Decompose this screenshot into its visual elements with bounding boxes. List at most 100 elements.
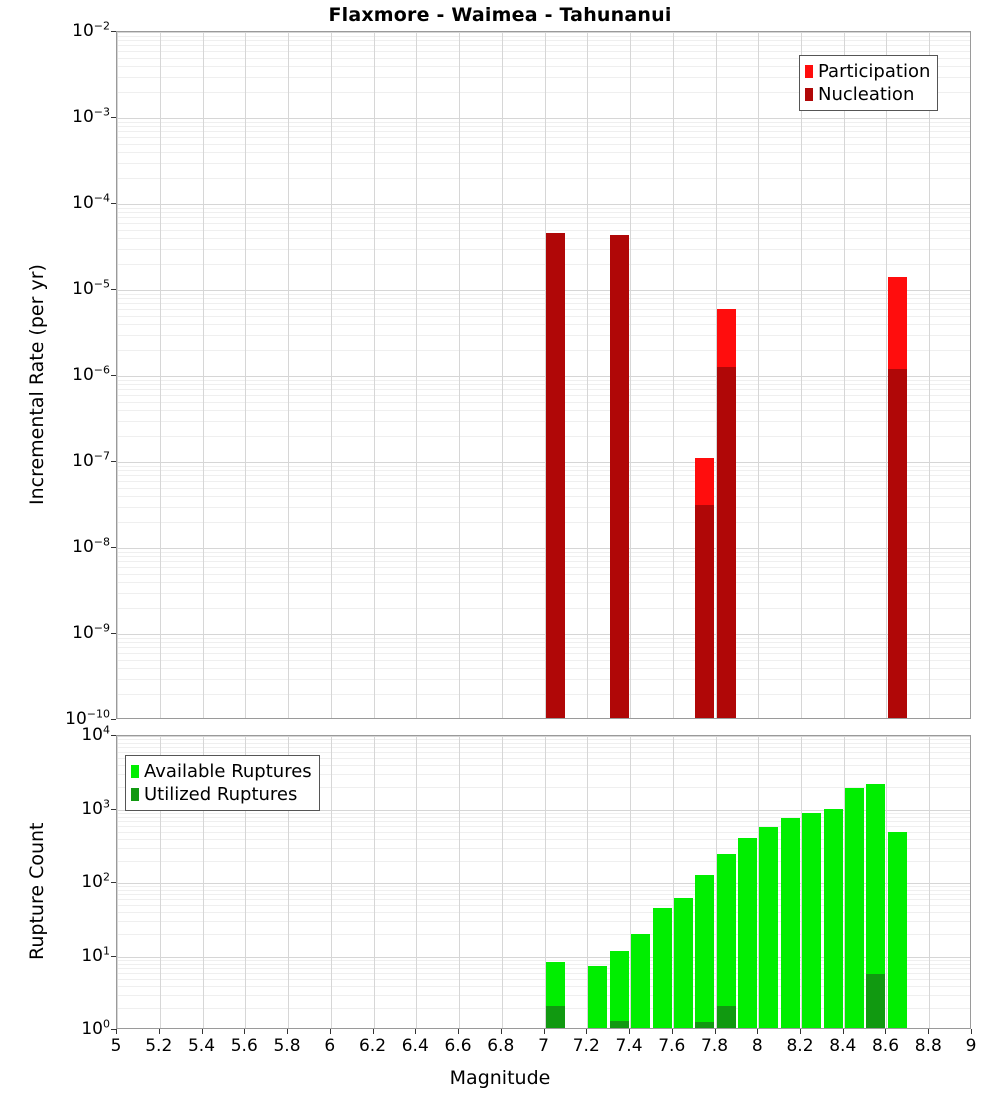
gridline-vertical <box>288 32 289 718</box>
bar-group <box>866 736 885 1028</box>
gridline-minor <box>117 36 970 37</box>
bar-group <box>845 736 864 1028</box>
bar-available <box>631 934 650 1028</box>
y-tick-label: 10−7 <box>72 449 110 471</box>
gridline-minor <box>117 137 970 138</box>
gridline-minor <box>117 208 970 209</box>
x-tick-mark <box>159 1029 160 1034</box>
gridline-minor <box>117 593 970 594</box>
gridline-minor <box>117 894 970 895</box>
gridline-minor <box>117 298 970 299</box>
x-tick-label: 5.4 <box>187 1036 216 1056</box>
page-title: Flaxmore - Waimea - Tahunanui <box>328 4 672 26</box>
gridline-vertical <box>545 32 546 718</box>
bar-group <box>546 32 565 718</box>
gridline-vertical <box>673 736 674 1028</box>
gridline-major <box>117 32 970 33</box>
gridline-minor <box>117 832 970 833</box>
gridline-major <box>117 810 970 811</box>
legend-label: Utilized Ruptures <box>144 783 298 805</box>
gridline-minor <box>117 561 970 562</box>
gridline-minor <box>117 380 970 381</box>
gridline-minor <box>117 66 970 67</box>
gridline-minor <box>117 839 970 840</box>
gridline-minor <box>117 436 970 437</box>
bar-group <box>888 32 907 718</box>
gridline-minor <box>117 77 970 78</box>
bar-available <box>588 966 607 1028</box>
gridline-vertical <box>459 736 460 1028</box>
bar-group <box>695 32 714 718</box>
gridline-vertical <box>716 32 717 718</box>
x-tick-mark <box>757 1029 758 1034</box>
y-tick-label: 10−9 <box>72 621 110 643</box>
legend-item: Available Ruptures <box>131 760 312 783</box>
y-tick-label: 102 <box>81 870 110 892</box>
gridline-minor <box>117 58 970 59</box>
gridline-vertical <box>929 736 930 1028</box>
gridline-vertical <box>673 32 674 718</box>
gridline-vertical <box>288 736 289 1028</box>
x-tick-label: 6.8 <box>487 1036 515 1056</box>
gridline-minor <box>117 861 970 862</box>
gridline-minor <box>117 410 970 411</box>
gridline-minor <box>117 739 970 740</box>
gridline-minor <box>117 294 970 295</box>
bar-nucleation <box>695 505 714 718</box>
gridline-minor <box>117 40 970 41</box>
y-tick-mark <box>111 735 116 736</box>
gridline-major <box>117 957 970 958</box>
x-tick-label: 5 <box>110 1036 122 1056</box>
gridline-minor <box>117 1008 970 1009</box>
gridline-minor <box>117 249 970 250</box>
x-tick-mark <box>843 1029 844 1034</box>
gridline-minor <box>117 230 970 231</box>
gridline-vertical <box>758 32 759 718</box>
gridline-minor <box>117 238 970 239</box>
legend-incremental-rate: Participation Nucleation <box>799 55 939 111</box>
gridline-minor <box>117 660 970 661</box>
bar-available <box>695 875 714 1028</box>
gridline-vertical <box>416 736 417 1028</box>
bar-nucleation <box>546 233 565 718</box>
gridline-minor <box>117 964 970 965</box>
y-tick-mark <box>111 375 116 376</box>
x-tick-mark <box>971 1029 972 1034</box>
x-tick-label: 8 <box>751 1036 763 1056</box>
gridline-vertical <box>160 32 161 718</box>
gridline-minor <box>117 178 970 179</box>
gridline-minor <box>117 475 970 476</box>
y-tick-label: 10−2 <box>72 19 110 41</box>
y-tick-mark <box>111 117 116 118</box>
gridline-minor <box>117 131 970 132</box>
x-tick-label: 6 <box>324 1036 336 1056</box>
gridline-minor <box>117 488 970 489</box>
gridline-major <box>117 634 970 635</box>
gridline-minor <box>117 826 970 827</box>
bar-group <box>717 32 736 718</box>
x-tick-label: 8.6 <box>871 1036 900 1056</box>
gridline-minor <box>117 350 970 351</box>
bar-group <box>824 736 843 1028</box>
x-tick-mark <box>116 1029 117 1034</box>
bar-group <box>546 736 565 1028</box>
gridline-minor <box>117 934 970 935</box>
y-tick-label: 103 <box>81 796 110 819</box>
gridline-minor <box>117 466 970 467</box>
gridline-minor <box>117 912 970 913</box>
gridline-vertical <box>502 736 503 1028</box>
legend-label: Nucleation <box>818 83 915 105</box>
gridline-minor <box>117 765 970 766</box>
x-tick-label: 6.4 <box>401 1036 429 1056</box>
x-tick-mark <box>373 1029 374 1034</box>
bar-group <box>759 736 778 1028</box>
gridline-minor <box>117 787 970 788</box>
gridline-minor <box>117 324 970 325</box>
x-tick-mark <box>672 1029 673 1034</box>
gridline-minor <box>117 694 970 695</box>
bar-group <box>674 736 693 1028</box>
gridline-minor <box>117 507 970 508</box>
bar-utilized <box>546 1006 565 1028</box>
gridline-minor <box>117 335 970 336</box>
bar-utilized <box>717 1006 736 1028</box>
